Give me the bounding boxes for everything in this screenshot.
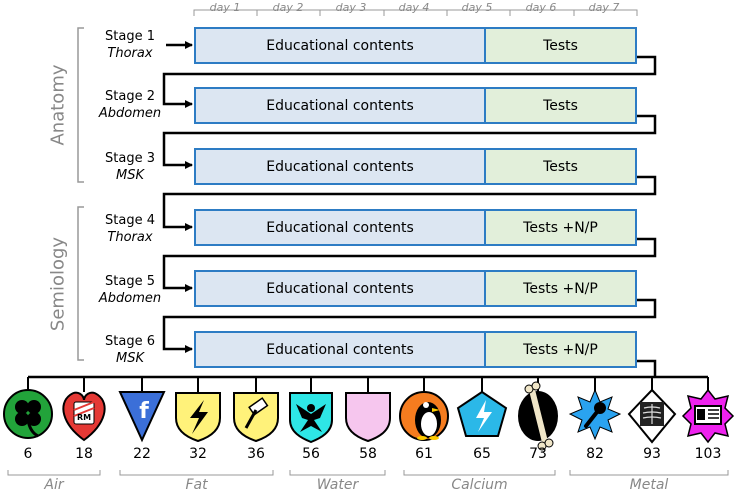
- educational-contents-block: Educational contents: [196, 89, 486, 122]
- svg-text:f: f: [139, 399, 149, 424]
- stage-6-bar: Educational contents Tests +N/P: [194, 331, 637, 368]
- stage-region: Thorax: [107, 46, 153, 61]
- educational-contents-block: Educational contents: [196, 333, 486, 366]
- stage-2-title: Stage 2 Abdomen: [82, 88, 178, 122]
- f-shield-icon: f: [118, 391, 166, 443]
- category-label-fat: Fat: [185, 477, 208, 493]
- clover-icon: [3, 389, 53, 439]
- tests-plus-np-block: Tests +N/P: [486, 333, 635, 366]
- stage-name: Stage 6: [105, 334, 155, 349]
- badge-value: 65: [473, 446, 491, 462]
- tests-plus-np-block: Tests +N/P: [486, 272, 635, 305]
- educational-contents-block: Educational contents: [196, 29, 486, 62]
- stage-5-title: Stage 5 Abdomen: [82, 273, 178, 307]
- badge-value: 56: [302, 446, 320, 462]
- badge-value: 93: [643, 446, 661, 462]
- id-card-star-icon: [681, 388, 735, 444]
- badge-value: 32: [189, 446, 207, 462]
- category-label-water: Water: [316, 477, 359, 493]
- stage-name: Stage 1: [105, 29, 155, 44]
- stage-name: Stage 5: [105, 274, 155, 289]
- stage-3-bar: Educational contents Tests: [194, 148, 637, 185]
- day-4-label: day 4: [398, 1, 430, 14]
- stage-name: Stage 4: [105, 213, 155, 228]
- stage-name: Stage 2: [105, 89, 155, 104]
- stage-2-bar: Educational contents Tests: [194, 87, 637, 124]
- stage-region: Abdomen: [98, 291, 162, 306]
- day-7-label: day 7: [588, 1, 620, 14]
- stage-region: MSK: [116, 168, 144, 183]
- heart-crest-icon: RM: [62, 391, 106, 442]
- bolt-pentagon-icon: [456, 390, 508, 437]
- stage-name: Stage 3: [105, 151, 155, 166]
- stage-3-title: Stage 3 MSK: [82, 150, 178, 184]
- timeline-bracket: [193, 9, 638, 16]
- stage-5-bar: Educational contents Tests +N/P: [194, 270, 637, 307]
- lightning-shield-icon: [175, 392, 221, 443]
- moon-shield-icon: [345, 392, 391, 443]
- educational-contents-block: Educational contents: [196, 211, 486, 244]
- badge-value: 73: [529, 446, 547, 462]
- svg-text:RM: RM: [77, 413, 91, 422]
- day-1-label: day 1: [209, 1, 241, 14]
- penguin-icon: [399, 391, 449, 441]
- stage-region: MSK: [116, 351, 144, 366]
- hammer-shield-icon: [233, 392, 279, 443]
- educational-contents-block: Educational contents: [196, 150, 486, 183]
- category-label-calcium: Calcium: [451, 477, 508, 493]
- semiology-bracket: [77, 206, 84, 361]
- badge-value: 82: [586, 446, 604, 462]
- stage-4-title: Stage 4 Thorax: [82, 212, 178, 246]
- anatomy-bracket: [77, 27, 84, 183]
- category-brackets: [7, 470, 729, 476]
- day-2-label: day 2: [272, 1, 304, 14]
- badge-value: 18: [75, 446, 93, 462]
- stage-1-bar: Educational contents Tests: [194, 27, 637, 64]
- day-5-label: day 5: [461, 1, 493, 14]
- stage-6-title: Stage 6 MSK: [82, 333, 178, 367]
- tests-plus-np-block: Tests +N/P: [486, 211, 635, 244]
- tests-block: Tests: [486, 150, 635, 183]
- day-6-label: day 6: [525, 1, 557, 14]
- day-3-label: day 3: [335, 1, 367, 14]
- stage-4-bar: Educational contents Tests +N/P: [194, 209, 637, 246]
- badge-value: 22: [133, 446, 151, 462]
- tests-block: Tests: [486, 29, 635, 62]
- stage-region: Thorax: [107, 230, 153, 245]
- xray-diamond-icon: [627, 388, 677, 444]
- stage-1-title: Stage 1 Thorax: [82, 28, 178, 62]
- badge-value: 36: [247, 446, 265, 462]
- badge-value: 58: [359, 446, 377, 462]
- category-label-air: Air: [44, 477, 64, 493]
- stage-region: Abdomen: [98, 106, 162, 121]
- educational-contents-block: Educational contents: [196, 272, 486, 305]
- bone-icon: [518, 381, 558, 451]
- microphone-star-icon: [568, 388, 622, 441]
- badge-value: 6: [23, 446, 33, 462]
- category-label-metal: Metal: [629, 477, 669, 493]
- tests-block: Tests: [486, 89, 635, 122]
- badge-value: 61: [415, 446, 433, 462]
- eagle-crest-icon: [289, 392, 333, 444]
- badge-value: 103: [694, 446, 722, 462]
